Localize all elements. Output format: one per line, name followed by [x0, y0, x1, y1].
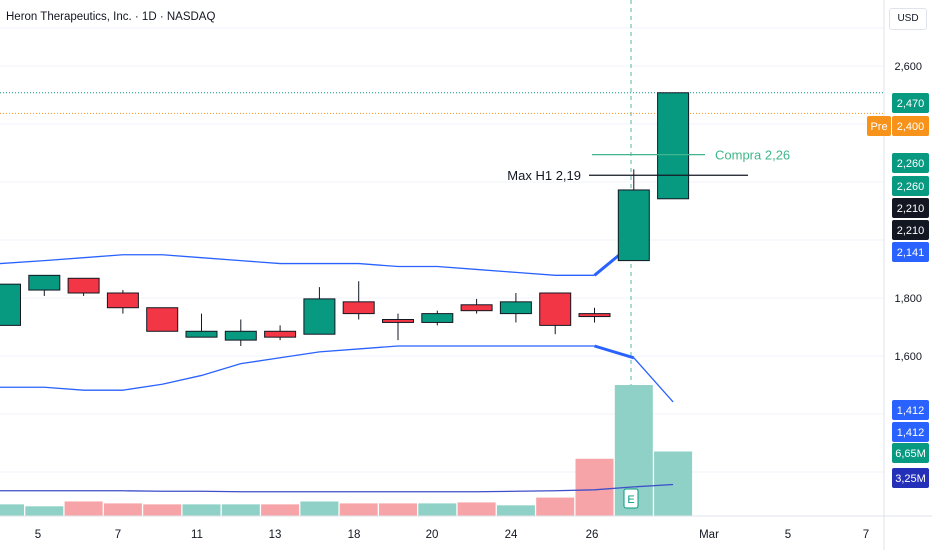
price-axis: 2,600 1,800 1,600 2,470 2,400 Pre 2,260 2,260 2,…	[867, 0, 929, 550]
volume-bar-4	[143, 504, 182, 516]
price-label-3: 2,260	[897, 181, 925, 193]
time-axis: 5 7 11 13 18 20 24 26 Mar 5 7	[0, 515, 932, 541]
price-label-7: 1,412	[897, 405, 925, 417]
candle-body-2	[67, 277, 100, 294]
volume-bar-6	[221, 504, 260, 516]
volume-bar-8	[300, 501, 339, 516]
candle-body-15	[578, 313, 611, 318]
volume-bar-12	[457, 502, 496, 516]
volume-bar-3	[103, 503, 142, 516]
time-tick-2: 11	[191, 529, 203, 541]
bollinger-bands	[0, 241, 674, 403]
earnings-marker-label: E	[627, 494, 634, 506]
volume-bar-14	[536, 497, 575, 516]
volume-bar-10	[379, 503, 417, 516]
price-label-bg-7	[892, 400, 929, 420]
time-tick-1: 7	[115, 529, 121, 541]
volume-bar-17	[654, 451, 693, 516]
price-label-5: 2,210	[897, 225, 925, 237]
price-levels	[0, 92, 884, 114]
price-label-bg-0	[892, 93, 929, 113]
volume-bar-7	[261, 504, 300, 516]
time-tick-5: 20	[426, 529, 439, 541]
volume-bar-15	[575, 458, 614, 516]
time-tick-3: 13	[269, 529, 282, 541]
grid-lines	[0, 0, 884, 516]
candle-body-6	[224, 330, 257, 341]
time-tick-8: Mar	[699, 529, 719, 541]
time-tick-6: 24	[505, 529, 518, 541]
annotations: Max H1 2,19 Compra 2,26 E	[507, 148, 790, 509]
candle-body-16	[617, 189, 650, 262]
volume-bar-1	[25, 506, 64, 516]
volume-bar-9	[339, 503, 378, 516]
candle-body-3	[106, 292, 139, 309]
volume-bar-5	[182, 504, 221, 516]
price-label-0: 2,470	[897, 98, 925, 110]
earnings-marker	[623, 488, 639, 509]
price-label-bg-5	[892, 220, 929, 240]
price-label-bg-9	[892, 443, 929, 463]
volume-bar-11	[418, 503, 457, 516]
price-label-bg-3	[892, 176, 929, 196]
price-label-9: 6,65M	[895, 448, 926, 460]
price-label-bg-6	[892, 242, 929, 262]
time-tick-4: 18	[348, 529, 361, 541]
candle-body-17	[657, 92, 690, 200]
candle-body-1	[28, 274, 61, 291]
price-tick-1: 1,800	[894, 293, 922, 305]
lower-band-recent	[594, 344, 635, 360]
price-label-bg-2	[892, 153, 929, 173]
lower-band	[0, 345, 595, 391]
price-tick-0: 2,600	[894, 61, 922, 73]
volume-bar-0	[0, 504, 24, 516]
price-label-bg-10	[892, 468, 929, 488]
candles	[0, 92, 690, 346]
price-label-10: 3,25M	[895, 473, 926, 485]
compra-label: Compra 2,26	[715, 148, 790, 163]
time-tick-0: 5	[35, 529, 41, 541]
price-tick-2: 1,600	[894, 351, 922, 363]
price-label-bg-1	[892, 116, 929, 136]
candle-body-8	[303, 298, 336, 335]
pre-badge-bg	[867, 116, 891, 136]
candle-body-9	[342, 301, 375, 315]
lower-band-extension	[633, 357, 674, 403]
volume-bar-13	[496, 505, 535, 516]
price-label-1: 2,400	[897, 121, 925, 133]
volume-bars	[0, 385, 693, 516]
price-label-bg-4	[892, 198, 929, 218]
candle-body-4	[146, 307, 179, 332]
candle-body-14	[539, 292, 572, 326]
candle-body-13	[499, 301, 532, 315]
candle-body-0	[0, 283, 21, 326]
pre-badge: Pre	[870, 121, 887, 133]
candle-body-7	[264, 330, 297, 338]
chart-title: Heron Therapeutics, Inc. · 1D · NASDAQ	[6, 11, 216, 23]
candle-body-12	[460, 304, 493, 312]
price-label-bg-8	[892, 422, 929, 442]
price-label-4: 2,210	[897, 203, 925, 215]
time-tick-9: 5	[785, 529, 791, 541]
price-label-2: 2,260	[897, 158, 925, 170]
volume-ma-line	[0, 483, 674, 493]
max-h1-label: Max H1 2,19	[507, 168, 581, 183]
time-tick-10: 7	[863, 529, 869, 541]
volume-bar-2	[64, 501, 103, 516]
candle-body-11	[421, 313, 454, 323]
price-label-8: 1,412	[897, 427, 925, 439]
price-label-6: 2,141	[897, 247, 925, 259]
upper-band	[0, 254, 595, 276]
candle-body-5	[185, 330, 218, 338]
candle-body-10	[382, 319, 414, 323]
currency-button[interactable]: USD	[889, 8, 927, 30]
time-tick-7: 26	[586, 529, 599, 541]
